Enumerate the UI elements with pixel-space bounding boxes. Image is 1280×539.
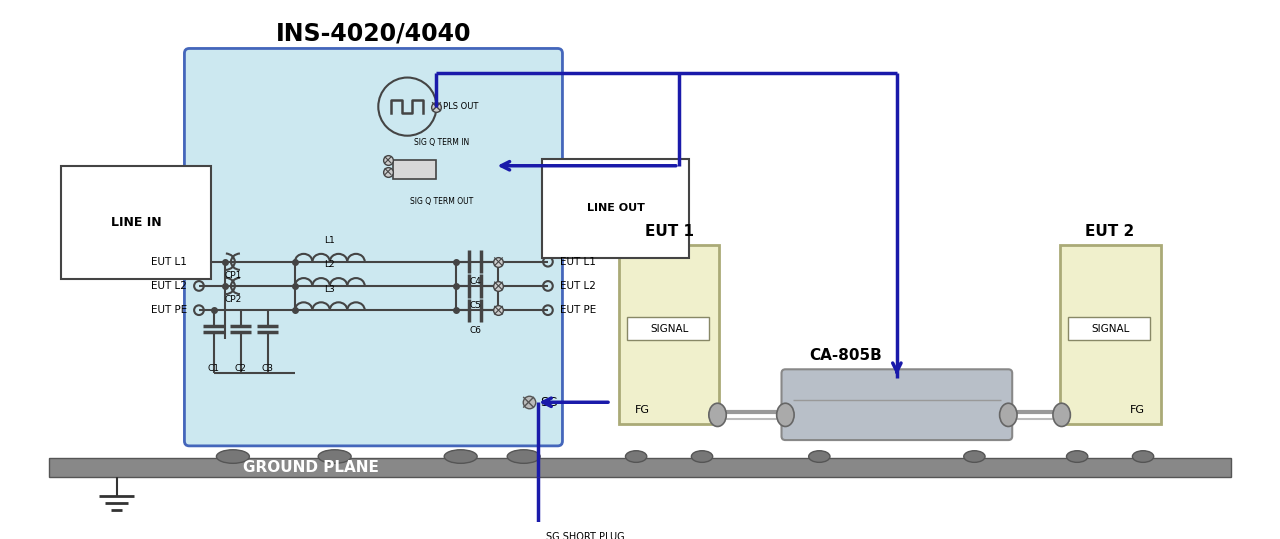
Text: LINE OUT: LINE OUT (586, 203, 645, 213)
FancyBboxPatch shape (1069, 317, 1149, 340)
FancyBboxPatch shape (782, 369, 1012, 440)
Text: L1: L1 (324, 236, 335, 245)
Text: EUT 1: EUT 1 (645, 224, 694, 239)
Text: SIG Q TERM IN: SIG Q TERM IN (413, 138, 468, 147)
Ellipse shape (507, 450, 540, 464)
Text: GROUND PLANE: GROUND PLANE (242, 460, 379, 475)
Ellipse shape (216, 450, 250, 464)
Text: SIGNAL: SIGNAL (1091, 323, 1129, 334)
Ellipse shape (777, 403, 794, 426)
FancyBboxPatch shape (618, 245, 719, 424)
Text: C2: C2 (234, 364, 247, 374)
Text: C6: C6 (470, 326, 481, 335)
Text: PLS OUT: PLS OUT (443, 102, 479, 111)
Bar (393, 160, 436, 179)
Text: SIG Q TERM OUT: SIG Q TERM OUT (410, 197, 472, 206)
Text: EUT L2: EUT L2 (559, 281, 595, 291)
Ellipse shape (1133, 451, 1153, 462)
Text: L2: L2 (325, 260, 335, 270)
Ellipse shape (691, 451, 713, 462)
Text: CA-805B: CA-805B (809, 348, 882, 363)
Ellipse shape (444, 450, 477, 464)
Text: EUT PE: EUT PE (559, 305, 595, 315)
Text: EUT PE: EUT PE (151, 305, 187, 315)
Ellipse shape (626, 451, 646, 462)
Text: CP2: CP2 (224, 295, 242, 304)
Text: INS-4020/4040: INS-4020/4040 (275, 22, 471, 46)
Text: SIGNAL: SIGNAL (650, 323, 689, 334)
Ellipse shape (709, 403, 726, 426)
Text: C3: C3 (262, 364, 274, 374)
Text: L3: L3 (324, 285, 335, 294)
Text: SG SHORT PLUG: SG SHORT PLUG (547, 532, 625, 539)
Text: C1: C1 (207, 364, 219, 374)
Ellipse shape (1053, 403, 1070, 426)
Text: EUT L1: EUT L1 (559, 257, 595, 267)
Text: CP1: CP1 (224, 271, 242, 280)
Text: C4: C4 (470, 277, 481, 286)
Ellipse shape (1000, 403, 1018, 426)
Ellipse shape (964, 451, 986, 462)
Ellipse shape (319, 450, 351, 464)
Text: EUT L2: EUT L2 (151, 281, 187, 291)
Text: EUT L1: EUT L1 (151, 257, 187, 267)
Text: EUT 2: EUT 2 (1085, 224, 1135, 239)
FancyBboxPatch shape (184, 49, 562, 446)
Text: FG: FG (635, 405, 649, 415)
Bar (49, 458, 1231, 477)
Text: FG: FG (1130, 405, 1144, 415)
Bar (49, 458, 1231, 477)
Ellipse shape (1066, 451, 1088, 462)
Text: LINE IN: LINE IN (110, 217, 161, 230)
FancyBboxPatch shape (1060, 245, 1161, 424)
FancyBboxPatch shape (627, 317, 709, 340)
Text: SG: SG (540, 396, 558, 409)
Text: C5: C5 (470, 301, 481, 310)
Ellipse shape (809, 451, 829, 462)
